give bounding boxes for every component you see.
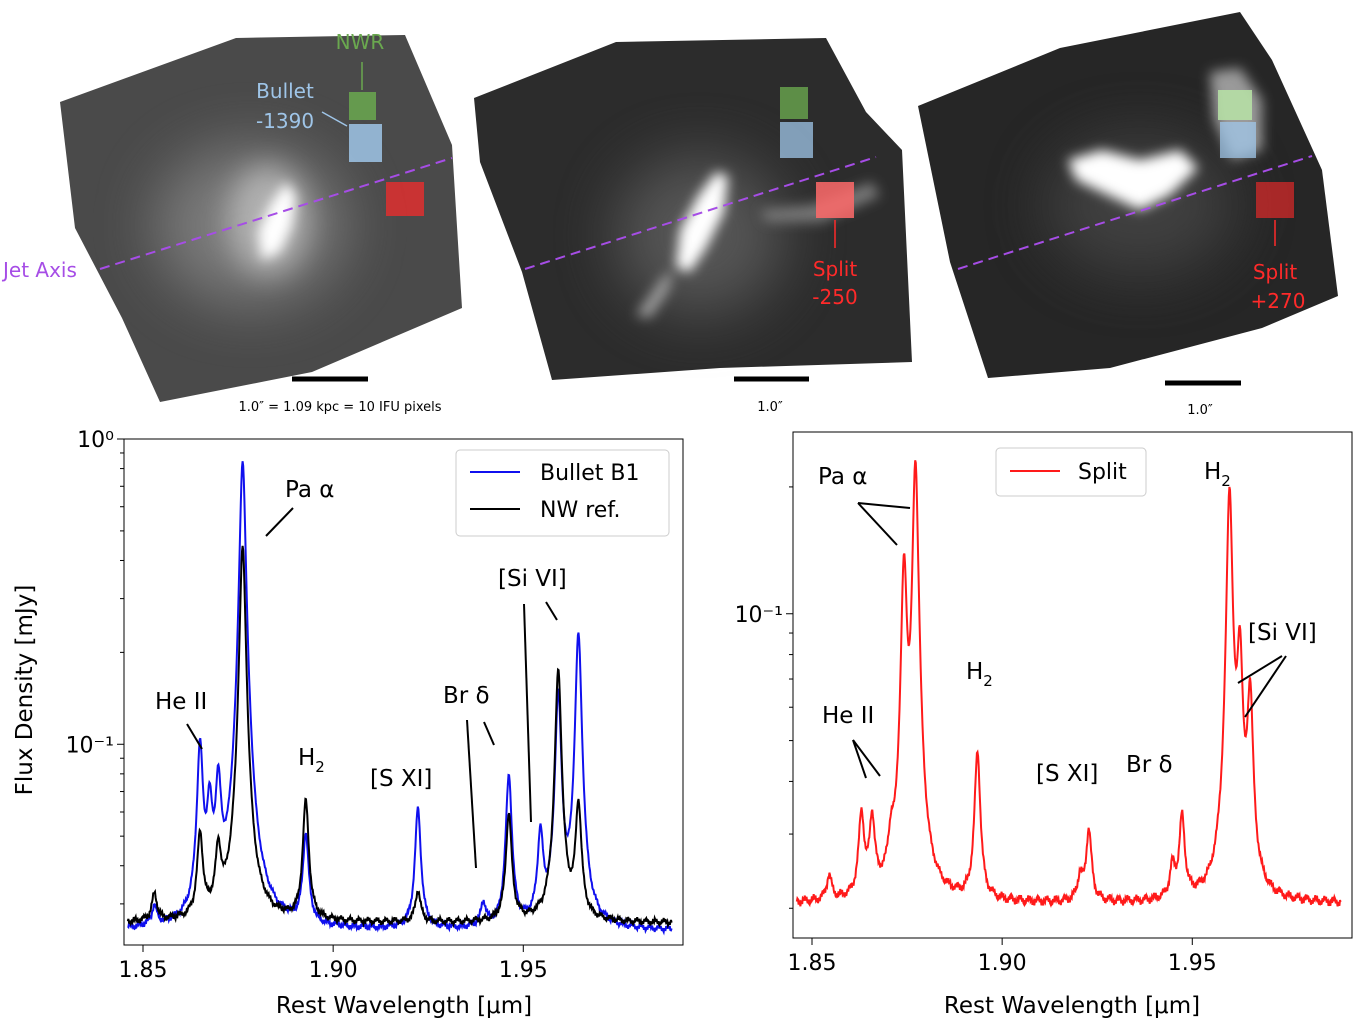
legend-1: Bullet B1 NW ref.	[455, 449, 670, 537]
split-velocity-2: -250	[812, 285, 857, 309]
nwr-box-2	[780, 87, 808, 119]
x-tick-label-1-1: 1.90	[309, 958, 358, 983]
scale-label-1: 1.0″ = 1.09 kpc = 10 IFU pixels	[238, 400, 441, 415]
spectrum-chart-1: 1.85 1.90 1.95 10⁻¹ 10⁰ Flux Density [mJy] R…	[12, 428, 684, 1019]
split-velocity-3: +270	[1251, 289, 1306, 313]
x-axis-label-2: Rest Wavelength [μm]	[944, 993, 1200, 1019]
annot-he-ii-line	[186, 723, 203, 750]
annot2-he-ii: He II	[822, 703, 874, 729]
annotations-1: Pa α He II H2 [S XI] Br δ [Si VI]	[155, 477, 567, 869]
annot-si-vi-line-1	[523, 603, 532, 823]
ifu-map-1-core	[258, 182, 296, 260]
annot-h2-base: H	[298, 745, 315, 771]
annot-h2-sub: 2	[315, 758, 325, 776]
annot2-h2: H2	[966, 659, 993, 690]
annot2-s-xi: [S XI]	[1036, 761, 1098, 787]
ifu-map-2: Split -250 1.0″	[474, 38, 912, 415]
annot-br-delta: Br δ	[443, 683, 490, 709]
x-tick-label-2-1: 1.90	[978, 951, 1027, 976]
annot-si-vi-line-2	[545, 601, 558, 621]
legend-label-split: Split	[1078, 460, 1127, 485]
nwr-label: NWR	[336, 30, 385, 54]
scale-label-3: 1.0″	[1187, 403, 1213, 418]
bullet-label: Bullet	[256, 79, 314, 103]
annot-br-delta-line-2	[483, 721, 495, 746]
annot2-h2-b-sub: 2	[1221, 472, 1231, 490]
nwr-box	[349, 92, 376, 120]
annot2-he-ii-line-2	[852, 739, 881, 777]
ifu-map-2-core	[676, 172, 728, 272]
annot2-h2-b: H2	[1204, 459, 1231, 490]
jet-axis-line-2	[524, 156, 877, 270]
ifu-map-3-core	[1068, 150, 1198, 210]
split-box	[386, 182, 424, 216]
x-tick-label-1-2: 1.95	[499, 958, 548, 983]
split-box-3	[1256, 182, 1294, 218]
bullet-box	[349, 124, 382, 162]
annot-si-vi: [Si VI]	[498, 566, 567, 592]
split-label-2: Split	[813, 257, 858, 281]
bullet-box-3	[1220, 122, 1256, 158]
legend-2: Split	[995, 447, 1147, 497]
ifu-map-3: Split +270 1.0″	[918, 12, 1338, 418]
x-axis-label-1: Rest Wavelength [μm]	[276, 993, 532, 1019]
bullet-box-2	[780, 122, 813, 158]
series-nw-ref-line	[126, 545, 673, 930]
jet-axis-label: Jet Axis	[1, 258, 77, 282]
jet-axis-line-3	[957, 155, 1313, 270]
annot2-pa-alpha-line-2	[857, 502, 911, 509]
ifu-map-1: NWR Bullet -1390 Jet Axis 1.0″ = 1.09 kp…	[1, 30, 462, 415]
legend-2-box	[995, 447, 1147, 497]
series-split-line	[795, 460, 1342, 909]
x-tick-label-1-0: 1.85	[119, 958, 168, 983]
annot2-si-vi: [Si VI]	[1248, 620, 1317, 646]
plot-frame-1	[123, 438, 684, 946]
legend-label-nw: NW ref.	[540, 498, 620, 523]
annot2-h2-base: H	[966, 659, 983, 685]
y-tick-label-1-1: 10⁰	[77, 428, 114, 453]
y-axis-label: Flux Density [mJy]	[12, 585, 38, 796]
legend-label-bullet: Bullet B1	[540, 461, 640, 486]
annot2-si-vi-line-1	[1237, 655, 1283, 684]
ifu-map-2-tail	[636, 270, 674, 318]
annot-h2: H2	[298, 745, 325, 776]
spectrum-chart-2: 1.85 1.90 1.95 10⁻¹ Rest Wavelength [μm] Sp…	[735, 431, 1353, 1019]
split-label-3: Split	[1253, 260, 1298, 284]
nwr-box-3	[1218, 90, 1252, 120]
annot2-he-ii-line-1	[852, 739, 867, 779]
annot2-br-delta: Br δ	[1126, 752, 1173, 778]
annot-pa-alpha: Pa α	[285, 477, 334, 503]
annotations-2: Pa α He II H2 [S XI] Br δ H2 [Si VI]	[818, 459, 1317, 787]
y-tick-label-1-0: 10⁻¹	[66, 733, 114, 758]
x-tick-label-2-0: 1.85	[788, 951, 837, 976]
bullet-pointer	[321, 111, 348, 127]
plot-frame-2	[792, 431, 1353, 939]
annot2-pa-alpha: Pa α	[818, 464, 867, 490]
annot-he-ii: He II	[155, 689, 207, 715]
annot-pa-alpha-line	[265, 507, 294, 537]
annot-br-delta-line-1	[466, 719, 477, 869]
jet-axis-line	[99, 157, 453, 270]
scale-label-2: 1.0″	[757, 400, 783, 415]
y-tick-label-2-0: 10⁻¹	[735, 603, 783, 628]
annot2-pa-alpha-line-1	[857, 502, 898, 546]
annot-s-xi: [S XI]	[370, 766, 432, 792]
annot2-h2-b-base: H	[1204, 459, 1221, 485]
annot2-si-vi-line-2	[1244, 655, 1287, 718]
annot2-h2-sub: 2	[983, 672, 993, 690]
x-tick-label-2-2: 1.95	[1168, 951, 1217, 976]
split-box-2	[816, 182, 854, 218]
bullet-velocity: -1390	[256, 109, 314, 133]
